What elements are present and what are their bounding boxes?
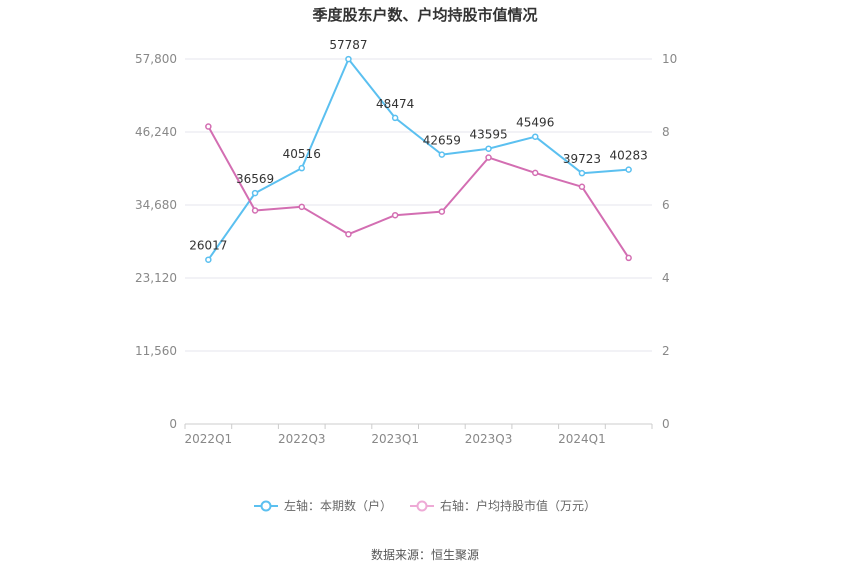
legend-line-icon (253, 500, 278, 511)
data-point (298, 203, 305, 211)
data-label: 45496 (516, 116, 554, 130)
data-label: 36569 (236, 172, 274, 186)
source-note: 数据来源：恒生聚源 (370, 548, 479, 562)
x-tick-label: 2023Q3 (465, 432, 513, 446)
legend-item-households[interactable]: 左轴：本期数（户） (253, 497, 392, 514)
right-tick-label: 6 (662, 198, 670, 212)
data-point (391, 114, 399, 122)
data-point (532, 169, 539, 177)
data-point (485, 154, 492, 161)
legend-item-avg-value[interactable]: 右轴：户均持股市值（万元） (410, 497, 596, 514)
data-label: 26017 (189, 239, 227, 253)
data-point (251, 189, 259, 197)
chart-title: 季度股东户数、户均持股市值情况 (312, 6, 538, 24)
legend-line-icon (410, 500, 434, 511)
data-label: 43595 (469, 128, 507, 142)
data-point (438, 208, 446, 215)
x-tick-label: 2022Q3 (278, 432, 326, 446)
left-tick-label: 34,680 (135, 198, 177, 212)
axes: 0 0 11,560 2 23,120 4 34,680 6 46,240 8 57,800 10 20… (135, 52, 677, 446)
data-label: 48474 (376, 97, 414, 111)
right-tick-label: 10 (662, 52, 677, 66)
left-tick-label: 23,120 (135, 271, 177, 285)
data-point (345, 55, 352, 63)
right-tick-label: 4 (662, 271, 670, 285)
legend: 左轴：本期数（户） 右轴：户均持股市值（万元） (0, 497, 850, 514)
data-point (438, 151, 446, 158)
data-labels: 26017 36569 40516 57787 48474 42659 43595 45496… (189, 38, 647, 253)
data-point (625, 166, 632, 173)
data-label: 42659 (423, 134, 461, 148)
data-point (391, 211, 399, 219)
left-tick-label: 46,240 (135, 125, 177, 139)
data-point (532, 133, 539, 140)
legend-label-avg-value: 右轴：户均持股市值（万元） (440, 499, 597, 513)
data-label: 39723 (563, 152, 601, 166)
right-tick-label: 2 (662, 344, 670, 358)
series-line-1 (207, 126, 630, 259)
data-point (205, 256, 212, 263)
data-label: 40516 (283, 147, 321, 161)
left-tick-label: 11,560 (135, 344, 177, 358)
grid-lines (185, 58, 652, 352)
data-point (251, 207, 259, 214)
right-tick-label: 0 (662, 417, 670, 431)
data-point (205, 123, 212, 130)
x-tick-label: 2022Q1 (185, 432, 233, 446)
data-point (298, 164, 305, 172)
legend-label-households: 左轴：本期数（户） (283, 499, 392, 513)
data-label: 40283 (610, 149, 648, 163)
data-point (345, 230, 352, 238)
left-tick-label: 0 (169, 417, 177, 431)
data-point (485, 145, 492, 152)
data-point (578, 169, 586, 177)
x-tick-label: 2024Q1 (558, 432, 606, 446)
right-tick-label: 8 (662, 125, 670, 139)
data-label: 57787 (329, 38, 367, 52)
x-tick-label: 2023Q1 (371, 432, 419, 446)
series-line-0 (207, 58, 629, 261)
data-point (578, 183, 586, 190)
data-point (625, 254, 632, 262)
left-tick-label: 57,800 (135, 52, 177, 66)
series-lines (205, 55, 632, 263)
